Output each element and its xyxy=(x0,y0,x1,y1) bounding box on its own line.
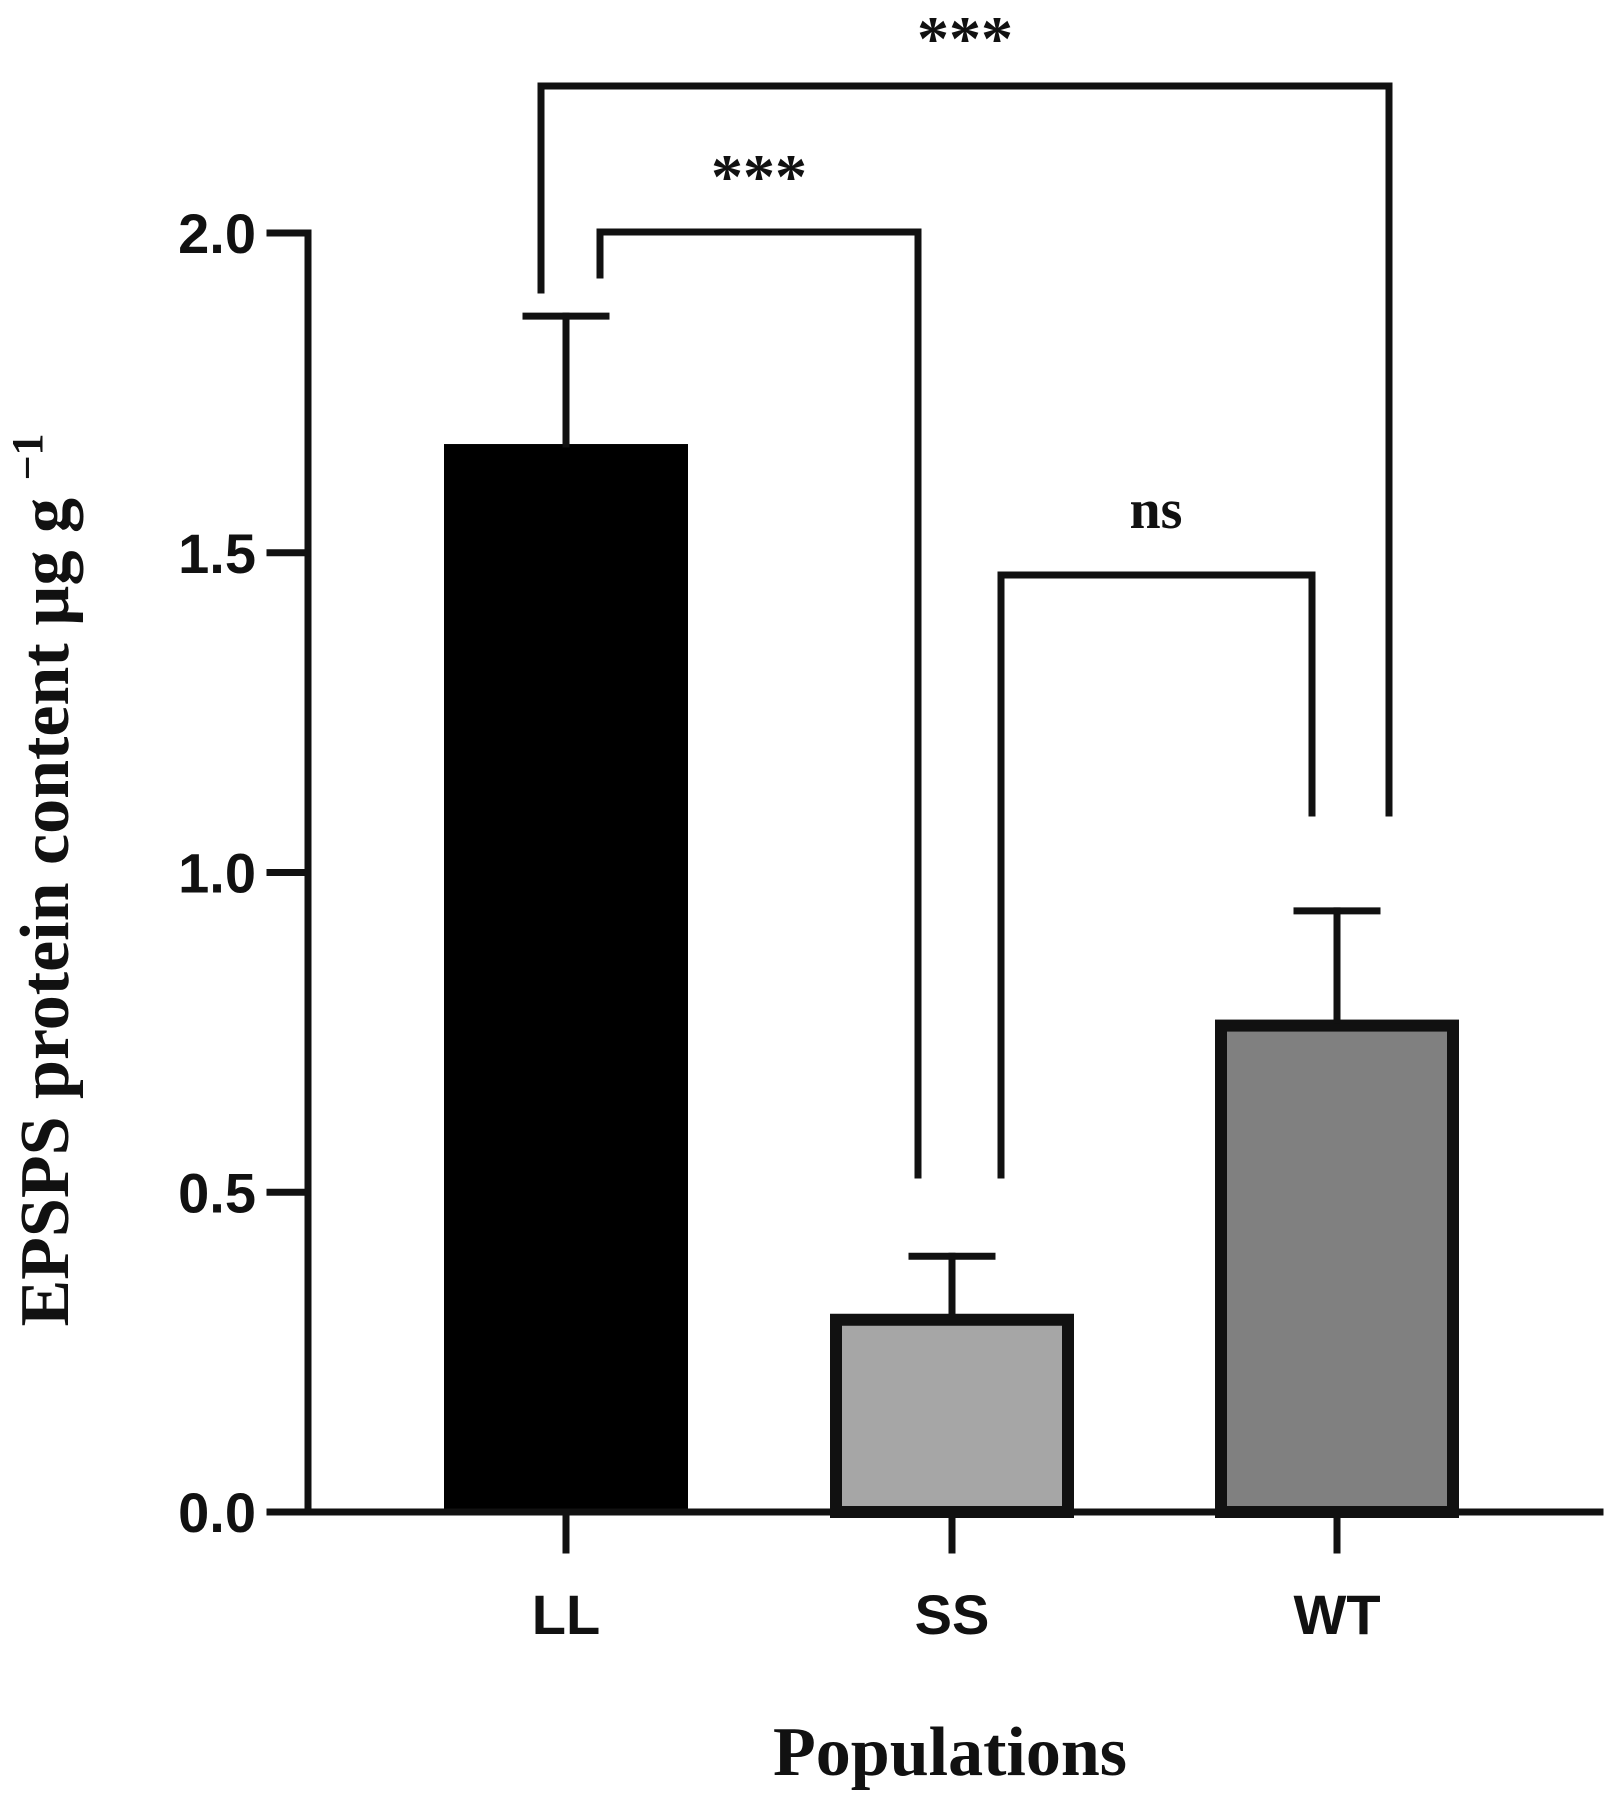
bars-group xyxy=(444,444,1459,1518)
x-tick-label-wt: WT xyxy=(1293,1583,1380,1646)
ticks-group: 0.0 0.5 1.0 1.5 2.0 LL SS WT xyxy=(178,202,1380,1646)
x-tick-label-ll: LL xyxy=(532,1583,600,1646)
y-axis-title-superscript: −1 xyxy=(3,433,52,480)
y-tick-label: 0.0 xyxy=(178,1481,256,1544)
significance-group: *** *** ns xyxy=(537,3,1393,1179)
error-bars-group xyxy=(522,312,1381,1318)
bar-ss xyxy=(830,1313,1074,1518)
y-tick-label: 2.0 xyxy=(178,202,256,265)
significance-label-ss-wt: ns xyxy=(1130,479,1183,541)
y-axis-title: EPSPS protein content µg g −1 xyxy=(3,433,84,1326)
y-tick-label: 0.5 xyxy=(178,1161,256,1224)
significance-bracket-ss-wt xyxy=(997,571,1316,1179)
significance-label-ll-ss: *** xyxy=(711,141,807,212)
bar-wt xyxy=(1215,1019,1459,1518)
y-tick-label: 1.5 xyxy=(178,522,256,585)
significance-bracket-ll-ss xyxy=(596,228,922,1179)
x-tick-label-ss: SS xyxy=(915,1583,990,1646)
y-tick-label: 1.0 xyxy=(178,842,256,905)
significance-label-ll-wt: *** xyxy=(917,3,1013,74)
x-axis-title: Populations xyxy=(773,1714,1127,1791)
y-axis-title-main: EPSPS protein content µg g xyxy=(7,498,84,1327)
bar-ll xyxy=(444,444,688,1512)
significance-bracket-ll-wt xyxy=(537,82,1393,817)
